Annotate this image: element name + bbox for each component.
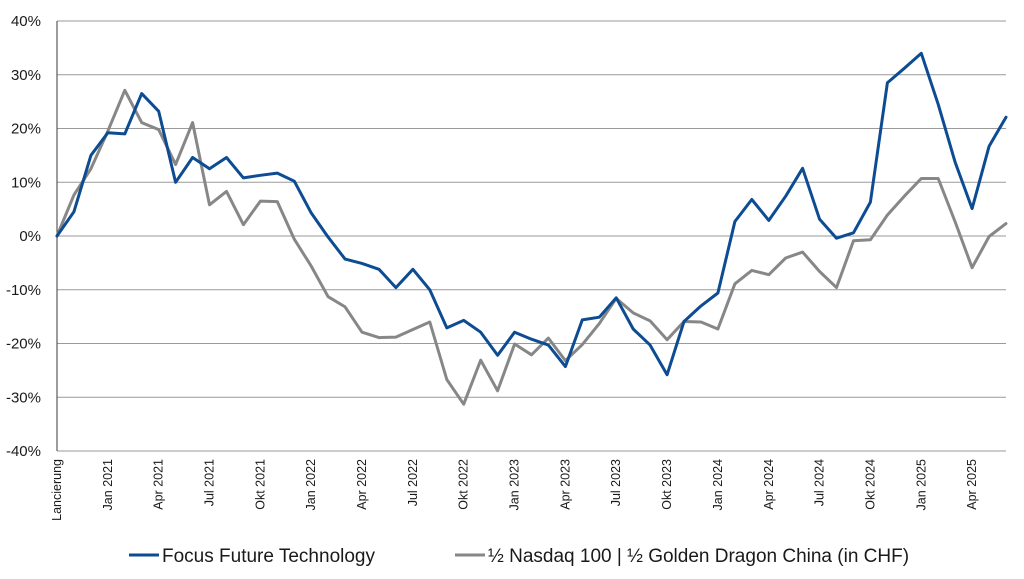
- y-tick-label: 0%: [19, 228, 41, 245]
- legend-label-benchmark: ½ Nasdaq 100 | ½ Golden Dragon China (in…: [488, 546, 909, 567]
- y-tick-label: 40%: [11, 13, 41, 30]
- x-tick-label: Apr 2024: [762, 459, 776, 510]
- x-tick-label: Okt 2023: [660, 459, 674, 510]
- y-tick-label: 10%: [11, 174, 41, 191]
- x-tick-label: Jul 2024: [813, 459, 827, 506]
- x-tick-label: Jul 2023: [609, 459, 623, 506]
- x-tick-label: Apr 2021: [152, 459, 166, 510]
- series-line-benchmark: [55, 88, 1008, 406]
- x-tick-label: Okt 2022: [457, 459, 471, 510]
- x-tick-label: Okt 2021: [253, 459, 267, 510]
- y-tick-label: -10%: [6, 282, 41, 299]
- y-tick-label: -40%: [6, 443, 41, 460]
- x-tick-label: Okt 2024: [863, 459, 877, 510]
- x-tick-label: Jul 2021: [203, 459, 217, 506]
- x-tick-label: Apr 2022: [355, 459, 369, 510]
- y-tick-label: -20%: [6, 336, 41, 353]
- x-tick-label: Jan 2024: [711, 459, 725, 510]
- y-axis-tick-labels: -40% -30% -20% -10% 0% 10% 20% 30% 40%: [6, 13, 41, 460]
- x-axis-tick-labels: Lancierung Jan 2021 Apr 2021 Jul 2021 Okt 20…: [50, 459, 979, 521]
- legend-label-focus-future-technology: Focus Future Technology: [162, 546, 375, 567]
- y-tick-label: 30%: [11, 67, 41, 84]
- legend: Focus Future Technology ½ Nasdaq 100 | ½…: [129, 546, 909, 567]
- x-tick-label: Jan 2021: [101, 459, 115, 510]
- x-tick-label: Jan 2023: [508, 459, 522, 510]
- series-line-focus-future-technology: [55, 51, 1008, 377]
- y-tick-label: -30%: [6, 389, 41, 406]
- x-tick-label: Apr 2023: [558, 459, 572, 510]
- x-tick-label: Jan 2025: [914, 459, 928, 510]
- y-tick-label: 20%: [11, 121, 41, 138]
- x-tick-label: Lancierung: [50, 459, 64, 521]
- x-tick-label: Jul 2022: [406, 459, 420, 506]
- x-tick-label: Jan 2022: [304, 459, 318, 510]
- series-lines: [55, 51, 1008, 406]
- x-tick-label: Apr 2025: [965, 459, 979, 510]
- gridlines: [57, 20, 1006, 452]
